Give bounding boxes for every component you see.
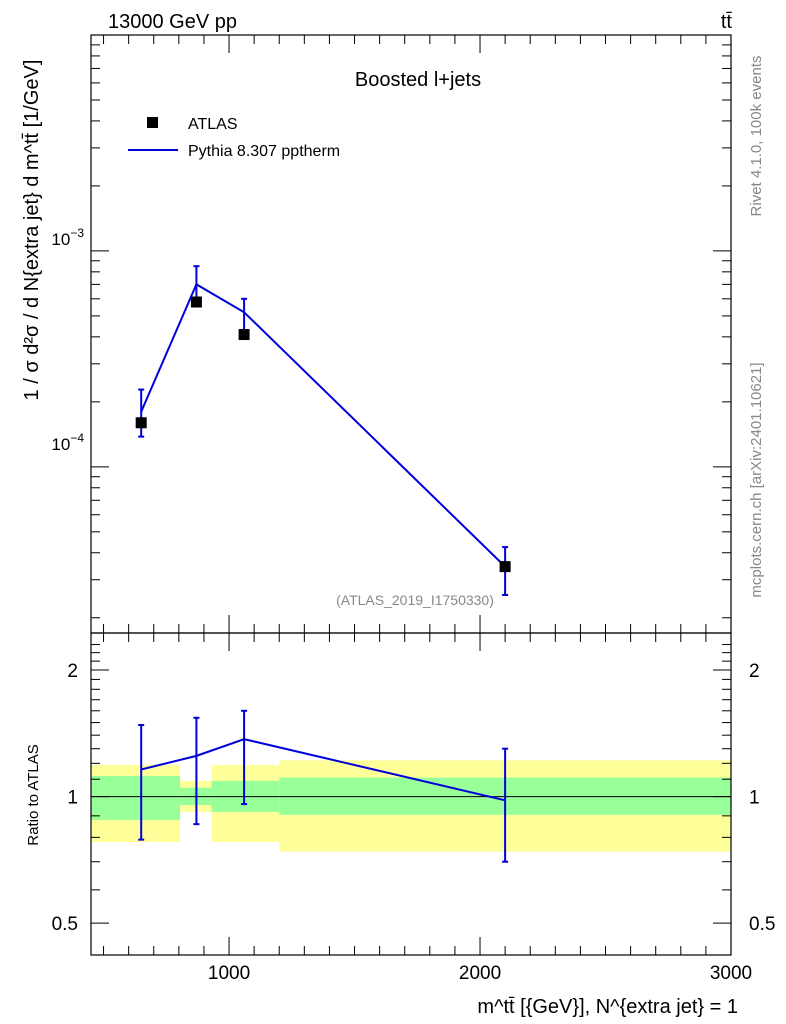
atlas-data-point: [135, 417, 147, 429]
ratio-pythia-line: [140, 738, 506, 802]
legend-pythia-label: Pythia 8.307 pptherm: [188, 143, 340, 160]
atlas-data-point: [190, 296, 202, 308]
legend-atlas-marker: [147, 117, 158, 128]
main-y-axis-label: 1 / σ d²σ / d N{extra jet} d m^tt̄ [1/Ge…: [21, 60, 43, 401]
pythia-line: [140, 282, 506, 568]
x-axis-label: m^tt̄ [{GeV}], N^{extra jet} = 1: [477, 996, 738, 1018]
atlas-data-point: [238, 329, 250, 341]
legend-atlas-label: ATLAS: [188, 116, 238, 133]
rivet-label: Rivet 4.1.0, 100k events: [748, 56, 765, 217]
ratio-y-tick-label-right: 2: [749, 661, 760, 682]
ratio-y-tick-label: 2: [67, 661, 78, 682]
main-plot-frame: [90, 34, 732, 634]
x-tick-label: 3000: [710, 963, 752, 984]
ratio-panel: Ratio to ATLAS 2 2 1 1 0.5 0.5: [25, 632, 775, 956]
ratio-y-tick-label: 1: [67, 788, 78, 809]
header-right-label: tt̄: [721, 11, 733, 33]
ratio-plot-frame: [90, 632, 732, 956]
atlas-data-point: [499, 561, 511, 573]
header-left-label: 13000 GeV pp: [108, 11, 237, 33]
x-tick-label: 2000: [459, 963, 501, 984]
ratio-y-axis-label: Ratio to ATLAS: [25, 744, 42, 845]
ratio-y-tick-label-right: 1: [749, 788, 760, 809]
ratio-inner-band: [91, 775, 181, 820]
y-tick-label-1e-3: 10−3: [51, 226, 84, 249]
y-tick-label-1e-4: 10−4: [51, 431, 84, 454]
ratio-y-tick-label: 0.5: [52, 914, 78, 935]
ratio-y-tick-label-right: 0.5: [749, 914, 775, 935]
analysis-tag: (ATLAS_2019_I1750330): [336, 592, 494, 608]
x-tick-label: 1000: [208, 963, 250, 984]
main-panel: Boosted l+jets (ATLAS_2019_I1750330) 1 /…: [21, 34, 732, 634]
source-label: mcplots.cern.ch [arXiv:2401.10621]: [748, 362, 765, 597]
chart-title: Boosted l+jets: [355, 69, 481, 91]
